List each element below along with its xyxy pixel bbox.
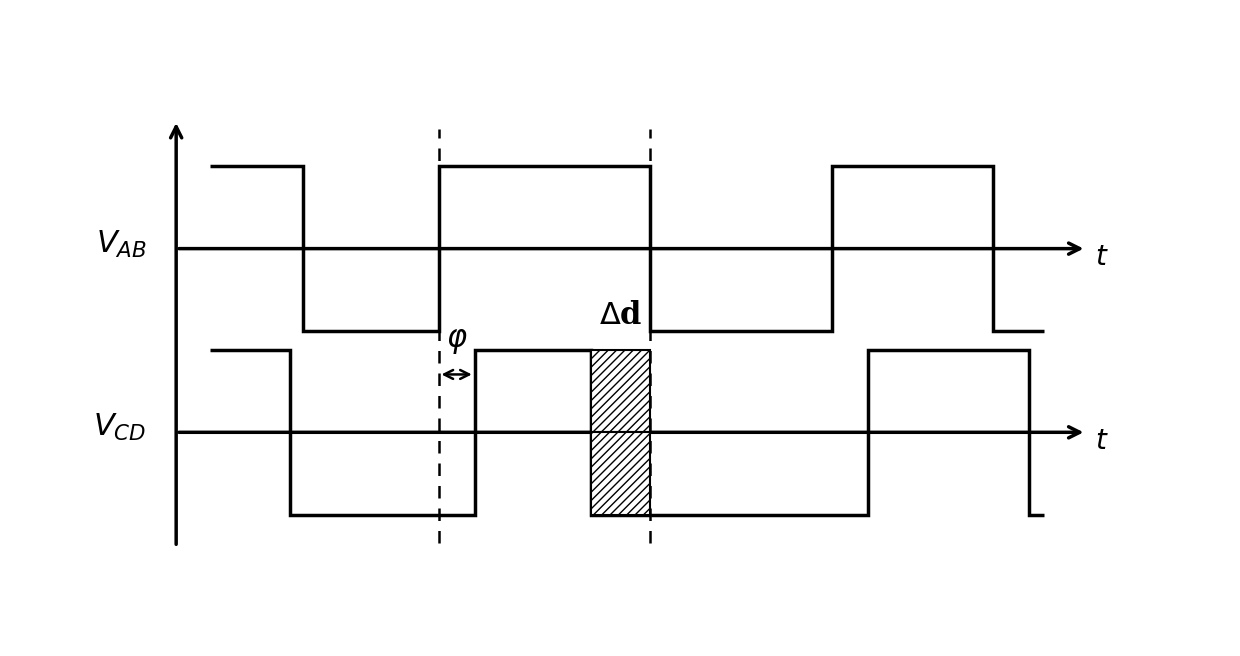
Text: $V_{AB}$: $V_{AB}$ xyxy=(95,228,146,260)
Bar xyxy=(591,432,650,515)
Bar xyxy=(591,350,650,432)
Text: $V_{CD}$: $V_{CD}$ xyxy=(93,412,146,443)
Text: $\varphi$: $\varphi$ xyxy=(445,325,467,356)
Text: $t$: $t$ xyxy=(1095,428,1109,455)
Text: $t$: $t$ xyxy=(1095,244,1109,272)
Text: $\Delta$d: $\Delta$d xyxy=(599,300,642,331)
